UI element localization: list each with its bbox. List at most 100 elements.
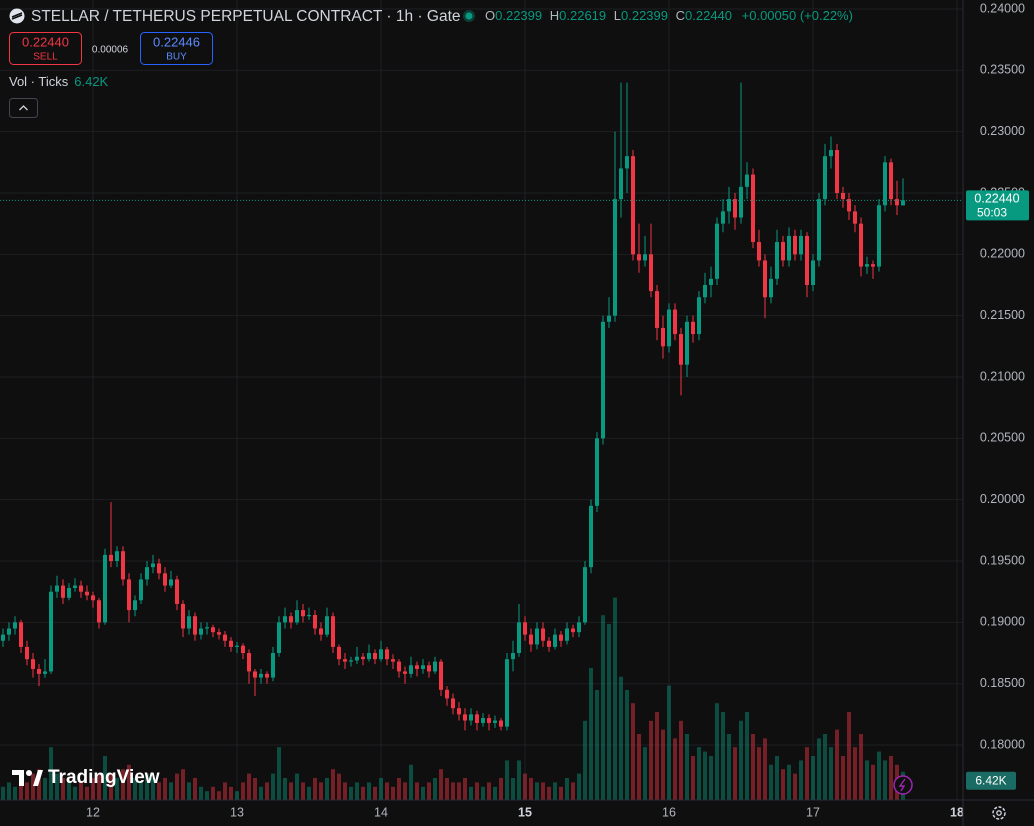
candle-body xyxy=(319,628,323,635)
y-tick-label: 0.18000 xyxy=(980,737,1025,751)
candle-body xyxy=(259,673,263,678)
volume-bar xyxy=(769,764,773,800)
volume-bar xyxy=(505,760,509,800)
volume-bar xyxy=(643,747,647,800)
candle-body xyxy=(523,622,527,635)
volume-bar xyxy=(145,773,149,800)
volume-bar xyxy=(529,778,533,800)
candle-body xyxy=(421,665,425,669)
volume-bar xyxy=(571,782,575,800)
candle-body xyxy=(727,199,731,212)
candle-body xyxy=(457,708,461,715)
volume-bar xyxy=(157,782,161,800)
candle-body xyxy=(253,671,257,678)
volume-bar xyxy=(541,782,545,800)
change-value: +0.00050 (+0.22%) xyxy=(742,8,853,23)
candle-body xyxy=(169,579,173,586)
logo: TradingView xyxy=(12,767,160,788)
candle-body xyxy=(841,192,845,200)
symbol-icon xyxy=(9,8,25,24)
candle-body xyxy=(799,235,803,255)
volume-bar xyxy=(235,791,239,800)
candle-body xyxy=(553,634,557,647)
candle-body xyxy=(79,585,83,592)
y-tick-label: 0.21500 xyxy=(980,308,1025,322)
volume-bar xyxy=(247,773,251,800)
candle-body xyxy=(211,627,215,633)
candle-body xyxy=(733,199,737,218)
ohlc-legend: O0.22399 H0.22619 L0.22399 C0.22440 +0.0… xyxy=(485,8,853,23)
y-tick-label: 0.23500 xyxy=(980,63,1025,77)
candle-body xyxy=(637,254,641,261)
candle-body xyxy=(1,634,5,641)
candle-body xyxy=(115,551,119,562)
ohlc-value: 0.22440 xyxy=(685,8,732,23)
volume-bar xyxy=(733,747,737,800)
volume-bar xyxy=(73,786,77,800)
y-tick-label: 0.24000 xyxy=(980,1,1025,15)
candle-body xyxy=(763,260,767,298)
volume-bar xyxy=(457,782,461,800)
volume-bar xyxy=(253,778,257,800)
candle-body xyxy=(577,622,581,633)
candle-body xyxy=(631,156,635,255)
candle-body xyxy=(667,309,671,347)
volume-bar xyxy=(241,782,245,800)
volume-bar xyxy=(295,773,299,800)
collapse-button[interactable] xyxy=(9,98,38,118)
volume-bar xyxy=(211,786,215,800)
volume-legend: Vol · Ticks 6.42K xyxy=(9,74,109,89)
candle-body xyxy=(751,174,755,243)
volume-bar xyxy=(403,782,407,800)
volume-bar xyxy=(781,769,785,800)
buy-button[interactable]: 0.22446 BUY xyxy=(140,32,213,65)
candle-body xyxy=(127,579,131,611)
candle-body xyxy=(97,600,101,623)
volume-bar xyxy=(421,786,425,800)
volume-bar xyxy=(385,782,389,800)
candle-body xyxy=(307,614,311,617)
volume-bar xyxy=(655,712,659,800)
volume-bar xyxy=(685,734,689,800)
volume-bar xyxy=(625,690,629,800)
candle-body xyxy=(709,278,713,285)
settings-icon[interactable] xyxy=(992,806,1006,820)
volume-bar xyxy=(229,786,233,800)
candle-body xyxy=(775,242,779,279)
volume-bar xyxy=(577,773,581,800)
volume-bar xyxy=(559,786,563,800)
y-tick-label: 0.21000 xyxy=(980,369,1025,383)
volume-bar xyxy=(7,782,11,800)
volume-bar xyxy=(301,782,305,800)
volume-bar xyxy=(379,778,383,800)
candle-body xyxy=(397,661,401,672)
volume-bar xyxy=(433,778,437,800)
volume-bar xyxy=(79,782,83,800)
volume-bar xyxy=(85,786,89,800)
volume-bar xyxy=(775,756,779,800)
volume-bar xyxy=(547,786,551,800)
candle-body xyxy=(121,551,125,580)
sell-button[interactable]: 0.22440 SELL xyxy=(9,32,82,65)
candle-body xyxy=(337,646,341,660)
ohlc-value: 0.22399 xyxy=(495,8,542,23)
candle-body xyxy=(403,671,407,674)
volume-bar xyxy=(793,773,797,800)
volume-bar xyxy=(613,597,617,800)
volume-bar xyxy=(487,782,491,800)
volume-bar xyxy=(679,720,683,800)
alert-icon[interactable] xyxy=(893,775,913,795)
candle-body xyxy=(181,603,185,629)
volume-bar xyxy=(523,773,527,800)
candle-body xyxy=(325,616,329,635)
ohlc-value: 0.22619 xyxy=(559,8,606,23)
x-tick-label: 13 xyxy=(230,805,244,819)
x-tick-label: 18 xyxy=(950,805,964,819)
volume-bar xyxy=(373,786,377,800)
volume-bar xyxy=(565,778,569,800)
volume-bar xyxy=(817,738,821,800)
volume-bar xyxy=(319,782,323,800)
